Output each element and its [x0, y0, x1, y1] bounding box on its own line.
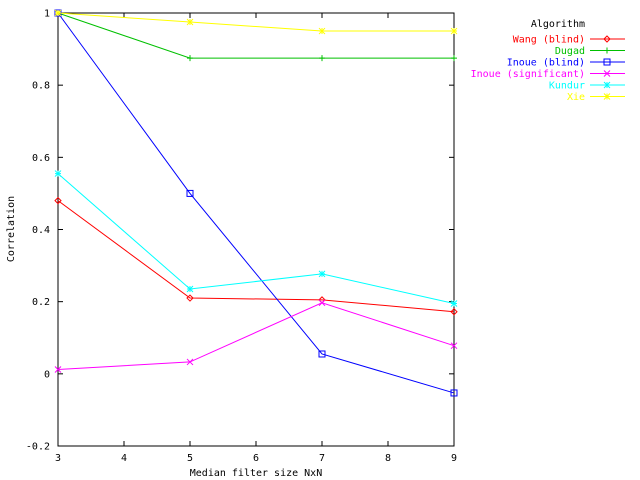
y-tick-label: 1: [44, 9, 50, 20]
x-tick-label: 8: [385, 453, 391, 464]
y-tick-label: 0.4: [32, 225, 50, 236]
data-point: [54, 9, 62, 17]
series-line: [57, 173, 455, 304]
x-axis-label: Median filter size NxN: [190, 468, 322, 479]
series-inoue-significant: [54, 299, 458, 373]
y-axis-label: Correlation: [6, 196, 17, 262]
series-layer: [54, 9, 458, 397]
x-tick-label: 7: [319, 453, 325, 464]
data-point: [186, 189, 194, 197]
data-point: [186, 294, 194, 302]
data-point: [603, 93, 611, 100]
y-tick-label: 0.6: [32, 153, 50, 164]
data-point: [186, 358, 194, 366]
x-tick-label: 3: [55, 453, 61, 464]
data-point: [318, 27, 326, 35]
data-point: [187, 55, 193, 62]
series-line: [57, 302, 455, 371]
series-xie: [54, 9, 458, 35]
data-point: [318, 350, 326, 358]
legend-label: Inoue (significant): [471, 69, 585, 80]
data-point: [319, 55, 325, 62]
series-line: [57, 200, 455, 313]
plot-frame: [57, 12, 455, 447]
legend-label: Inoue (blind): [507, 58, 585, 69]
data-point: [450, 300, 458, 307]
data-point: [54, 366, 62, 373]
data-point: [318, 270, 326, 278]
y-tick-label: -0.2: [26, 442, 50, 453]
series-line: [57, 12, 454, 32]
legend-label: Dugad: [555, 46, 585, 57]
data-point: [451, 55, 457, 62]
x-axis: 3 4 5 6 7 8 9: [55, 13, 457, 464]
x-tick-label: 9: [451, 453, 457, 464]
data-point: [318, 299, 326, 307]
data-point: [54, 170, 62, 177]
y-tick-label: 0: [44, 369, 50, 380]
data-point: [450, 342, 458, 350]
series-line: [57, 12, 454, 59]
data-point: [450, 308, 458, 316]
series-line: [57, 12, 455, 394]
y-tick-label: 0.2: [32, 297, 50, 308]
data-point: [186, 285, 194, 293]
y-tick-label: 0.8: [32, 81, 50, 92]
data-point: [603, 81, 611, 89]
series-wang-blind: [54, 196, 458, 316]
data-point: [450, 27, 458, 35]
x-tick-label: 5: [187, 453, 193, 464]
data-point: [186, 18, 194, 26]
x-tick-label: 4: [121, 453, 127, 464]
legend-label: Xie: [567, 92, 585, 103]
legend-title: Algorithm: [531, 19, 585, 30]
data-point: [603, 58, 611, 66]
data-point: [603, 70, 611, 77]
series-inoue-blind: [54, 9, 458, 397]
data-point: [604, 47, 610, 54]
legend-label: Wang (blind): [513, 35, 585, 46]
legend-label: Kundur: [549, 81, 585, 92]
x-tick-label: 6: [253, 453, 259, 464]
y-axis: -0.2 0 0.2 0.4 0.6 0.8 1: [26, 9, 454, 453]
data-point: [450, 389, 458, 397]
data-point: [603, 35, 611, 43]
data-point: [54, 196, 62, 205]
series-kundur: [54, 170, 458, 307]
